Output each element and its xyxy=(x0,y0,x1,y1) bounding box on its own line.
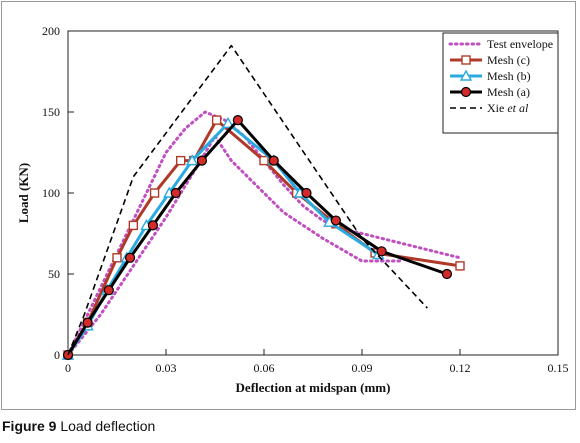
chart: 0 0.03 0.06 0.09 0.12 0.15 0 50 100 150 200 Deflec… xyxy=(16,24,569,395)
data-point-mesh-a xyxy=(124,252,136,263)
series-line-mesh-b xyxy=(66,121,380,356)
x-axis-title: Deflection at midspan (mm) xyxy=(236,380,391,395)
x-tick-label: 0.06 xyxy=(254,361,275,375)
series-line-xie-et-al xyxy=(67,44,428,356)
series-line-mesh-c xyxy=(66,118,461,356)
legend: Test envelope Mesh (c) Mesh (b) Mesh (a) Xie… xyxy=(442,32,559,134)
legend-label-mesh-c: Mesh (c) xyxy=(487,53,530,67)
series-layer xyxy=(61,44,465,361)
figure-caption-text: Load deflection xyxy=(60,418,156,434)
y-axis-title: Load (KN) xyxy=(16,163,31,223)
x-tick-label: 0.03 xyxy=(156,361,177,375)
y-tick-label: 100 xyxy=(42,186,60,200)
legend-marker-mesh-a xyxy=(460,86,472,98)
data-point-mesh-b xyxy=(221,116,235,129)
data-point-mesh-c xyxy=(128,220,139,231)
y-tick-label: 0 xyxy=(54,348,60,362)
x-tick-label: 0.15 xyxy=(548,361,569,375)
series-line-test-envelope xyxy=(66,134,403,357)
data-point-mesh-a xyxy=(268,155,279,166)
data-point-mesh-c xyxy=(149,188,160,198)
legend-label-mesh-b: Mesh (b) xyxy=(487,69,531,83)
legend-label-mesh-a: Mesh (a) xyxy=(487,85,530,99)
data-point-mesh-c xyxy=(175,155,186,166)
figure-caption: Figure 9 Load deflection xyxy=(2,418,155,434)
y-tick-label: 200 xyxy=(42,24,60,38)
data-point-mesh-a xyxy=(301,187,312,199)
y-tick-label: 50 xyxy=(48,267,60,281)
data-point-mesh-a xyxy=(147,220,159,231)
data-point-mesh-a xyxy=(196,155,208,166)
data-point-mesh-a xyxy=(376,246,387,257)
legend-box xyxy=(442,32,559,134)
y-tick-label: 150 xyxy=(42,105,60,119)
data-point-mesh-c xyxy=(112,253,122,263)
legend-marker-mesh-b xyxy=(459,69,473,81)
figure-caption-label: Figure 9 xyxy=(2,418,57,434)
data-point-mesh-a xyxy=(330,215,341,226)
axis-ticks: 0 0.03 0.06 0.09 0.12 0.15 0 50 100 150 200 xyxy=(42,24,569,375)
data-point-mesh-a xyxy=(103,285,114,296)
data-point-mesh-a xyxy=(82,317,93,328)
data-point-mesh-c xyxy=(259,155,269,166)
legend-marker-mesh-c xyxy=(461,55,471,65)
x-tick-label: 0.12 xyxy=(450,361,471,375)
data-point-mesh-a xyxy=(170,187,181,199)
data-point-mesh-c xyxy=(455,261,465,271)
data-point-mesh-a xyxy=(441,268,453,280)
x-tick-label: 0 xyxy=(65,361,71,375)
legend-label-xie-et-al: Xie et al xyxy=(487,101,529,115)
data-point-mesh-c xyxy=(211,115,222,125)
x-tick-label: 0.09 xyxy=(352,361,373,375)
legend-label-test-envelope: Test envelope xyxy=(487,37,553,51)
data-point-mesh-a xyxy=(232,114,243,126)
data-point-mesh-b xyxy=(185,154,199,166)
